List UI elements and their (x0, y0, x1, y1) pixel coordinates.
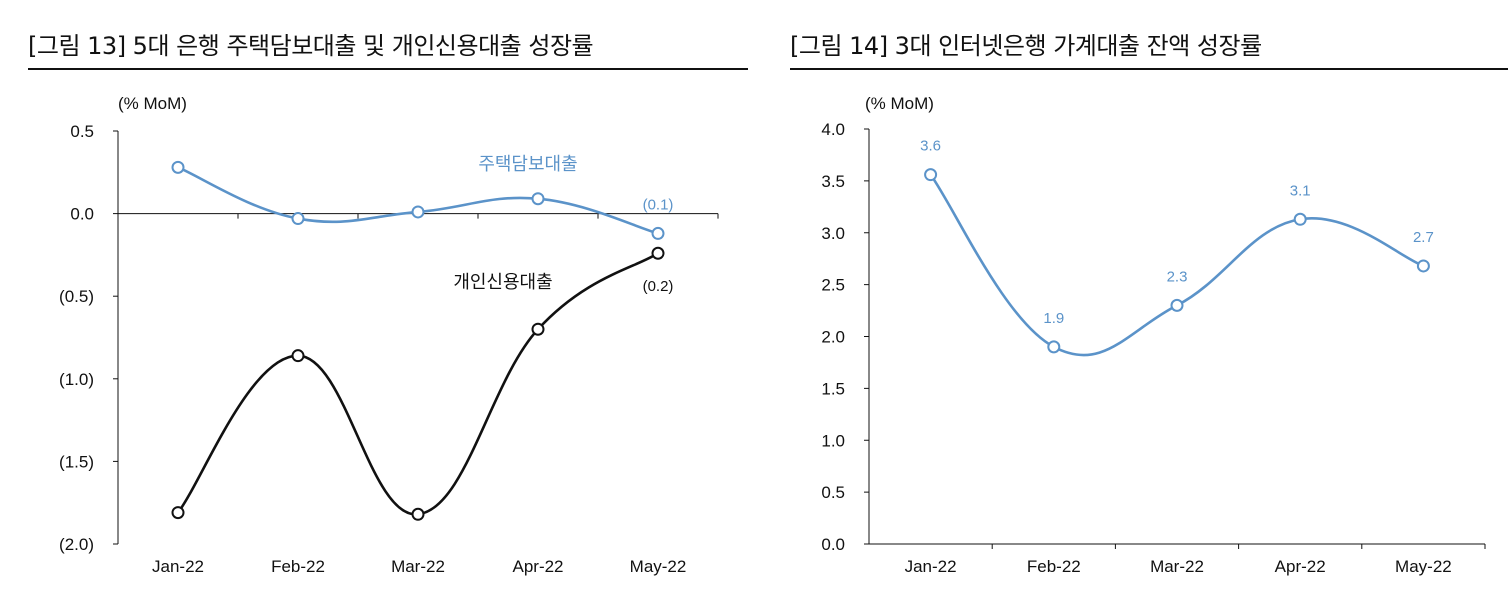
series-line (929, 173, 1424, 357)
x-tick-label: Apr-22 (1275, 557, 1326, 576)
data-label: 2.3 (1167, 268, 1188, 285)
data-label: (0.1) (643, 196, 674, 213)
data-point (411, 205, 425, 219)
data-point (1293, 212, 1307, 226)
y-tick-label: 0.5 (821, 483, 845, 502)
x-tick-label: Mar-22 (1150, 557, 1204, 576)
data-label: 2.7 (1413, 229, 1434, 246)
y-tick-label: 0.5 (70, 122, 94, 141)
data-point (1170, 298, 1184, 312)
data-point (651, 226, 665, 240)
data-point (171, 160, 185, 174)
data-point (1047, 340, 1061, 354)
data-point (531, 322, 545, 336)
chart-panel-14: [그림 14] 3대 인터넷은행 가계대출 잔액 성장률 (% MoM) 4.0 3… (790, 0, 1510, 594)
data-point (411, 507, 425, 521)
x-tick-label: Feb-22 (271, 557, 325, 576)
data-label: 3.6 (920, 138, 941, 155)
data-label: (0.2) (643, 278, 674, 295)
y-tick-label: 3.5 (821, 172, 845, 191)
x-tick-label: Mar-22 (391, 557, 445, 576)
unit-label: (% MoM) (118, 94, 187, 113)
data-label: 1.9 (1043, 310, 1064, 327)
data-point (291, 212, 305, 226)
y-tick-label: 2.5 (821, 276, 845, 295)
y-tick-label: 3.0 (821, 224, 845, 243)
title-rule (790, 68, 1508, 70)
y-tick-label: 1.5 (821, 379, 845, 398)
data-point (924, 168, 938, 182)
x-tick-label: Feb-22 (1027, 557, 1081, 576)
chart-plot-13: (% MoM) 0.5 0.0 (0.5) (1.0) (1.5) (2.0) Jan-22 F… (59, 94, 719, 576)
y-tick-label: (0.5) (59, 287, 94, 306)
data-label: 3.1 (1290, 182, 1311, 199)
chart-plot-14: (% MoM) 4.0 3.5 3.0 2.5 2.0 1.5 1.0 0.5 0.0 Jan-22… (821, 94, 1486, 576)
series-line (176, 252, 659, 516)
series-label: 개인신용대출 (453, 272, 552, 293)
x-tick-label: Apr-22 (512, 557, 563, 576)
y-tick-label: 4.0 (821, 120, 845, 139)
chart-title: [그림 14] 3대 인터넷은행 가계대출 잔액 성장률 (790, 32, 1262, 60)
y-tick-label: (1.0) (59, 370, 94, 389)
data-point (171, 506, 185, 520)
chart-title: [그림 13] 5대 은행 주택담보대출 및 개인신용대출 성장률 (28, 32, 594, 60)
data-point (651, 246, 665, 260)
y-tick-label: (2.0) (59, 535, 94, 554)
x-tick-label: Jan-22 (152, 557, 204, 576)
title-rule (28, 68, 748, 70)
y-tick-label: 0.0 (70, 205, 94, 224)
data-point (291, 349, 305, 363)
data-point (1416, 259, 1430, 273)
chart-panel-13: [그림 13] 5대 은행 주택담보대출 및 개인신용대출 성장률 (% MoM… (28, 0, 748, 594)
series-label: 주택담보대출 (478, 154, 577, 175)
x-tick-label: May-22 (1395, 557, 1452, 576)
y-tick-label: 2.0 (821, 328, 845, 347)
x-tick-label: Jan-22 (905, 557, 957, 576)
x-tick-label: May-22 (630, 557, 687, 576)
unit-label: (% MoM) (865, 94, 934, 113)
series-line (177, 166, 659, 235)
y-tick-label: 0.0 (821, 535, 845, 554)
data-point (531, 192, 545, 206)
y-tick-label: 1.0 (821, 431, 845, 450)
y-tick-label: (1.5) (59, 452, 94, 471)
